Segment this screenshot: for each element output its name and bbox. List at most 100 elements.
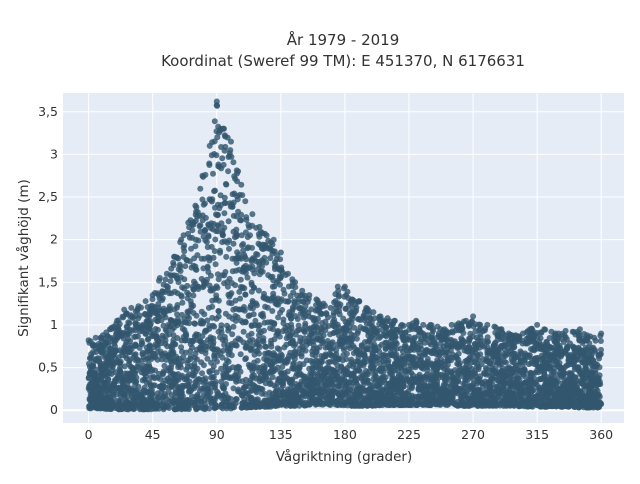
data-point [237,217,243,223]
data-point [579,381,585,387]
data-point [176,319,182,325]
data-point [249,257,255,263]
data-point [148,396,154,402]
data-point [476,366,482,372]
data-point [361,352,367,358]
data-point [284,335,290,341]
data-point [225,240,231,246]
data-point [342,384,348,390]
data-point [185,309,191,315]
data-point [262,366,268,372]
data-point [279,364,285,370]
data-point [441,386,447,392]
data-point [243,377,249,383]
data-point [169,397,175,403]
data-point [318,334,324,340]
data-point [209,196,215,202]
data-point [385,358,391,364]
data-point [215,353,221,359]
data-point [125,385,131,391]
data-point [383,352,389,358]
data-point [534,363,540,369]
data-point [160,295,166,301]
data-point [146,361,152,367]
data-point [400,361,406,367]
data-point [220,232,226,238]
data-point [409,385,415,391]
data-point [484,348,490,354]
data-point [520,338,526,344]
data-point [148,368,154,374]
data-point [503,360,509,366]
data-point [442,348,448,354]
data-point [572,358,578,364]
data-point [230,191,236,197]
data-point [217,250,223,256]
data-point [492,375,498,381]
data-point [529,357,535,363]
data-point [463,367,469,373]
data-point [180,326,186,332]
data-point [327,331,333,337]
data-point [288,293,294,299]
data-point [275,314,281,320]
data-point [216,308,222,314]
data-point [214,212,220,218]
data-point [333,351,339,357]
data-point [173,354,179,360]
data-point [299,353,305,359]
data-point [522,366,528,372]
data-point [230,204,236,210]
data-point [226,246,232,252]
data-point [225,404,231,410]
data-point [128,364,134,370]
data-point [239,192,245,198]
data-point [357,362,363,368]
data-point [162,277,168,283]
data-point [317,363,323,369]
data-point [86,405,92,411]
data-point [216,130,222,136]
data-point [275,345,281,351]
data-point [310,376,316,382]
data-point [598,338,604,344]
data-point [155,335,161,341]
data-point [512,355,518,361]
data-point [576,346,582,352]
data-point [147,311,153,317]
data-point [260,246,266,252]
data-point [454,361,460,367]
data-point [513,363,519,369]
data-point [412,335,418,341]
data-point [199,370,205,376]
data-point [200,377,206,383]
data-point [311,388,317,394]
data-point [286,396,292,402]
data-point [230,159,236,165]
data-point [155,342,161,348]
data-point [232,176,238,182]
data-point [545,342,551,348]
data-point [242,292,248,298]
data-point [491,395,497,401]
data-point [587,355,593,361]
data-point [235,209,241,215]
data-point [358,394,364,400]
data-point [480,328,486,334]
data-point [434,382,440,388]
data-point [193,267,199,273]
data-point [355,328,361,334]
data-point [281,287,287,293]
data-point [155,357,161,363]
data-point [145,348,151,354]
data-point [235,314,241,320]
data-point [466,338,472,344]
data-point [247,338,253,344]
data-point [227,276,233,282]
data-point [164,283,170,289]
data-point [416,383,422,389]
data-point [255,358,261,364]
data-point [568,352,574,358]
data-point [379,400,385,406]
data-point [415,347,421,353]
